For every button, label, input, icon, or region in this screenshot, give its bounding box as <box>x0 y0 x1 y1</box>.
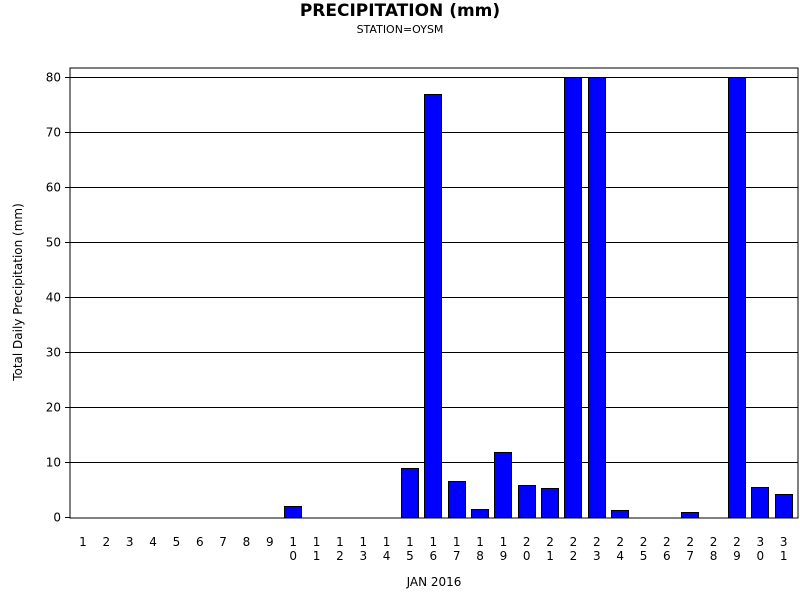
y-tick-label: 20 <box>46 401 61 415</box>
bar-day-30 <box>751 487 769 518</box>
bar-day-10 <box>284 506 302 518</box>
y-axis: 0 10 20 30 40 50 60 70 80 <box>46 71 70 525</box>
y-tick-label: 0 <box>53 511 61 525</box>
chart-subtitle: STATION=OYSM <box>356 23 444 36</box>
x-tick-label: 7 <box>219 535 227 549</box>
bar-day-29 <box>728 77 746 518</box>
y-tick-label: 50 <box>46 236 61 250</box>
x-tick-label: 8 <box>243 535 251 549</box>
bar-day-22 <box>564 77 582 518</box>
bar-day-17 <box>448 481 466 518</box>
x-axis-title: JAN 2016 <box>406 575 462 589</box>
bar-day-20 <box>518 485 536 518</box>
y-tick-label: 40 <box>46 291 61 305</box>
x-tick-label: 3 <box>126 535 134 549</box>
x-tick-label: 6 <box>196 535 204 549</box>
bar-day-18 <box>471 509 489 518</box>
x-tick-label: 4 <box>149 535 157 549</box>
x-tick-label: 1 <box>79 535 87 549</box>
x-tick-label: 2 <box>103 535 111 549</box>
y-axis-title: Total Daily Precipitation (mm) <box>11 203 25 382</box>
bars <box>284 77 793 518</box>
bar-day-19 <box>494 452 512 518</box>
y-tick-label: 80 <box>46 71 61 85</box>
bar-day-27 <box>681 512 699 518</box>
plot-frame <box>69 67 799 519</box>
chart-title: PRECIPITATION (mm) <box>299 1 501 21</box>
y-tick-label: 10 <box>46 456 61 470</box>
bar-day-16 <box>424 94 442 518</box>
bar-day-21 <box>541 488 559 518</box>
y-tick-label: 70 <box>46 126 61 140</box>
bar-day-15 <box>401 468 419 518</box>
y-tick-label: 60 <box>46 181 61 195</box>
bar-day-23 <box>588 77 606 518</box>
y-tick-label: 30 <box>46 346 61 360</box>
bar-day-31 <box>775 494 793 518</box>
x-axis: 1 2 3 4 5 6 7 8 9 1 01 11 21 31 41 51 61 71 81 92 02 12 22 32 42… <box>79 535 787 563</box>
x-tick-label: 5 <box>173 535 181 549</box>
bar-day-24 <box>611 510 629 518</box>
x-tick-label: 9 <box>266 535 274 549</box>
